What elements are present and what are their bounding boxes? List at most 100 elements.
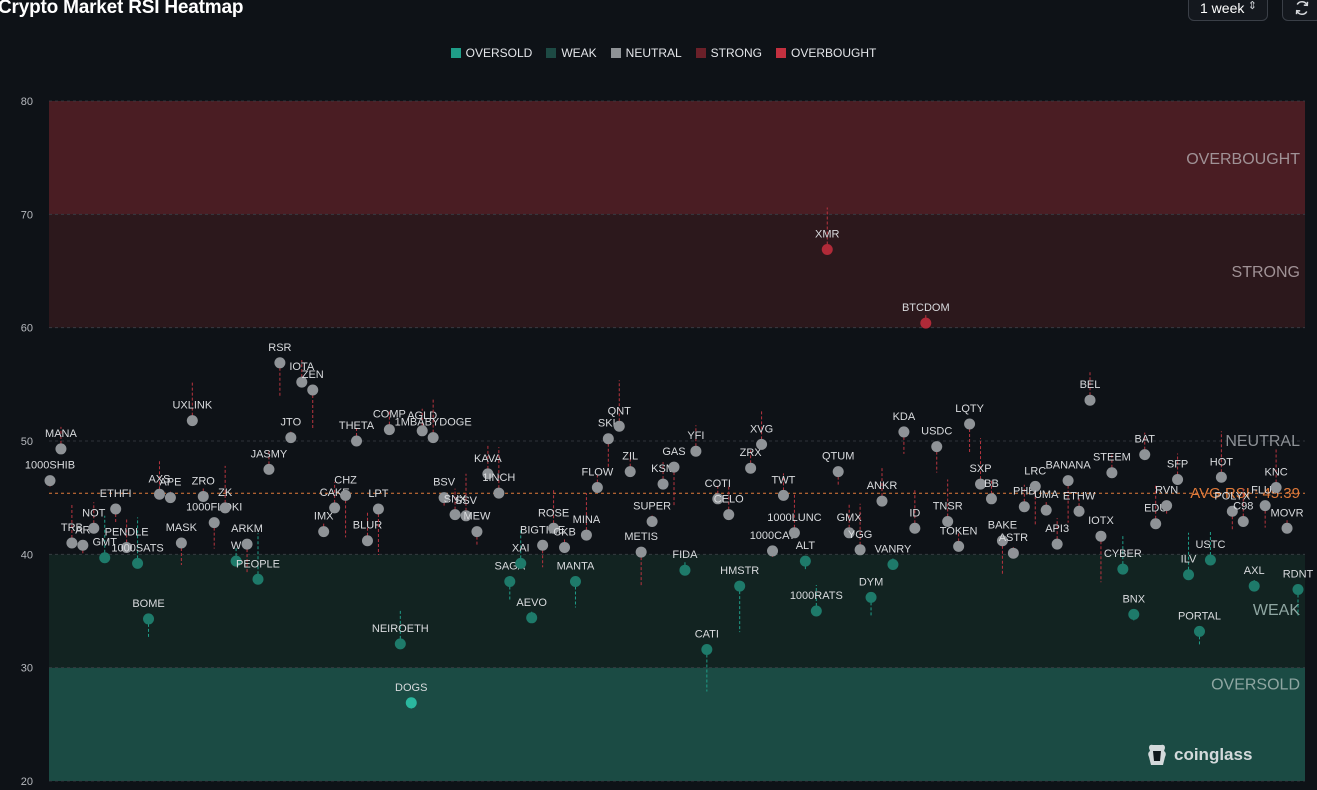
rsi-point-label: 1INCH	[482, 472, 515, 484]
rsi-point-ankr	[876, 495, 888, 507]
rsi-point-label: ZEN	[302, 369, 324, 381]
rsi-point-c98	[1237, 515, 1249, 527]
rsi-point-label: NEIROETH	[372, 623, 429, 635]
rsi-point-comp	[383, 424, 395, 436]
rsi-point-label: BB	[984, 478, 999, 490]
rsi-point-sfp	[1172, 474, 1184, 486]
rsi-point-ethfi	[110, 503, 122, 515]
rsi-point-label: NOT	[82, 507, 106, 519]
legend-item-strong[interactable]: STRONG	[695, 46, 762, 60]
rsi-point-label: AXS	[148, 473, 170, 485]
rsi-point-skl	[602, 433, 614, 445]
rsi-point-label: SSV	[455, 495, 478, 507]
rsi-point-label: ARKM	[231, 523, 263, 535]
rsi-point-label: ZIL	[622, 451, 638, 463]
rsi-point-mask	[175, 537, 187, 549]
rsi-point-lpt	[372, 503, 384, 515]
rsi-point-bake	[996, 535, 1008, 547]
rsi-point-label: KNC	[1264, 466, 1287, 478]
legend-item-overbought[interactable]: OVERBOUGHT	[776, 46, 876, 60]
rsi-point-bb	[985, 493, 997, 505]
legend-swatch-neutral	[610, 48, 621, 58]
rsi-point-label: DOGS	[395, 682, 427, 694]
rsi-point-label: XMR	[815, 228, 840, 240]
rsi-point-gas	[668, 461, 680, 473]
rsi-point-1000lunc	[788, 527, 800, 539]
rsi-point-ar	[77, 539, 89, 551]
rsi-point-1inch	[493, 487, 505, 499]
rsi-point-label: YFI	[687, 430, 704, 442]
rsi-point-iota	[296, 376, 308, 388]
rsi-point-label: BANANA	[1045, 460, 1091, 472]
rsi-point-lqty	[964, 418, 976, 430]
rsi-point-label: PENDLE	[105, 527, 149, 539]
rsi-point-phb	[1018, 501, 1030, 513]
legend-label: OVERSOLD	[465, 46, 533, 60]
rsi-point-ksm	[657, 478, 669, 490]
rsi-point-label: ETHW	[1063, 490, 1096, 502]
rsi-point-label: TRB	[61, 522, 83, 534]
y-tick-label: 70	[21, 209, 33, 221]
rsi-point-ethw	[1073, 505, 1085, 517]
rsi-point-axs	[153, 488, 165, 500]
legend-item-weak[interactable]: WEAK	[546, 46, 597, 60]
rsi-point-label: BEL	[1080, 379, 1101, 391]
rsi-point-label: CATI	[695, 629, 719, 641]
rsi-point-label: MEW	[464, 511, 492, 523]
rsi-point-label: ID	[909, 507, 920, 519]
rsi-point-label: YGG	[848, 529, 872, 541]
rsi-point-arkm	[241, 538, 253, 550]
rsi-point-qnt	[613, 420, 625, 432]
rsi-point-label: USDC	[921, 426, 952, 438]
rsi-point-btcdom	[920, 317, 932, 329]
rsi-point-xvg	[756, 438, 768, 450]
rsi-point-label: IOTA	[289, 361, 315, 373]
rsi-point-label: ALT	[796, 540, 816, 552]
rsi-point-label: TWT	[772, 474, 796, 486]
rsi-point-label: C98	[1233, 500, 1253, 512]
legend-item-neutral[interactable]: NEUTRAL	[610, 46, 682, 60]
refresh-icon	[1295, 0, 1309, 15]
rsi-point-twt	[777, 489, 789, 501]
rsi-point-label: THETA	[339, 420, 375, 432]
rsi-point-kda	[898, 426, 910, 438]
rsi-point-tnsr	[942, 515, 954, 527]
rsi-point-label: SNX	[444, 494, 467, 506]
legend-swatch-oversold	[450, 48, 461, 58]
refresh-button[interactable]	[1282, 0, 1317, 21]
period-select[interactable]: 1 week ⇕	[1188, 0, 1268, 21]
zone-label-strong: STRONG	[1232, 264, 1300, 281]
rsi-point-ustc	[1204, 554, 1216, 566]
legend-item-oversold[interactable]: OVERSOLD	[450, 46, 533, 60]
rsi-point-label: POLYX	[1214, 490, 1251, 502]
rsi-point-theta	[351, 435, 363, 447]
rsi-point-label: BAT	[1134, 434, 1155, 446]
rsi-point-movr	[1281, 522, 1293, 534]
rsi-point-metis	[635, 546, 647, 558]
rsi-point-portal	[1193, 625, 1205, 637]
rsi-point-label: COMP	[373, 409, 406, 421]
rsi-point-label: SUPER	[633, 500, 671, 512]
rsi-point-lrc	[1029, 480, 1041, 492]
rsi-point-bat	[1139, 449, 1151, 461]
rsi-point-jto	[285, 432, 297, 444]
rsi-point-label: GAS	[662, 446, 685, 458]
rsi-point-label: TOKEN	[940, 525, 978, 537]
rsi-point-flux	[1259, 500, 1271, 512]
rsi-point-label: AXL	[1244, 565, 1265, 577]
rsi-point-label: METIS	[624, 531, 658, 543]
rsi-point-label: AGLD	[407, 410, 437, 422]
rsi-point-label: AR	[75, 524, 90, 536]
rsi-point-label: HMSTR	[720, 565, 759, 577]
watermark: coinglass	[1146, 742, 1252, 768]
rsi-point-label: XAI	[512, 542, 530, 554]
rsi-point-zro	[197, 491, 209, 503]
legend-label: WEAK	[561, 46, 597, 60]
rsi-point-dogs	[405, 697, 417, 709]
legend-swatch-weak	[546, 48, 557, 58]
rsi-point-label: UXLINK	[172, 400, 212, 412]
rsi-point-qtum	[832, 466, 844, 478]
y-tick-label: 30	[21, 663, 33, 675]
rsi-point-label: PHB	[1013, 486, 1036, 498]
rsi-point-label: SFP	[1167, 459, 1188, 471]
